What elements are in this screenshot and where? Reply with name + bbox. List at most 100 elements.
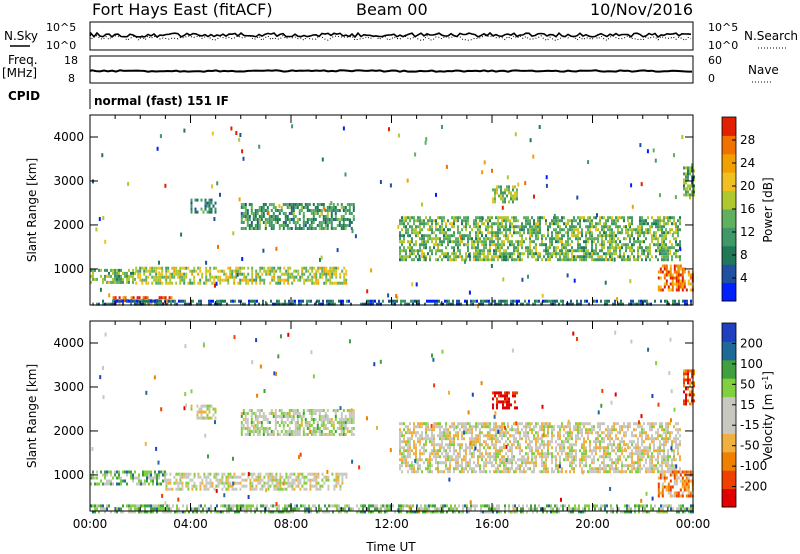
- echo-cell: [244, 418, 247, 421]
- echo-cell: [235, 272, 238, 276]
- echo-cell: [158, 504, 160, 508]
- echo-cell: [304, 206, 307, 209]
- echo-cell: [258, 421, 261, 424]
- echo-cell: [288, 206, 291, 209]
- echo-cell: [316, 206, 319, 209]
- echo-cell: [256, 218, 259, 221]
- echo-cell: [489, 246, 491, 250]
- echo-cell: [254, 412, 257, 415]
- echo-scatter-point: [323, 207, 326, 212]
- echo-cell: [406, 302, 408, 306]
- echo-cell: [527, 216, 529, 220]
- echo-cell: [423, 446, 425, 450]
- echo-cell: [437, 452, 439, 456]
- echo-cell: [205, 281, 208, 285]
- echo-cell: [511, 434, 513, 438]
- echo-cell: [258, 224, 261, 227]
- echo-cell: [456, 302, 458, 306]
- echo-cell: [496, 510, 498, 514]
- echo-cell: [318, 418, 321, 421]
- echo-cell: [472, 299, 474, 303]
- echo-cell: [403, 449, 405, 453]
- echo-cell: [522, 504, 524, 508]
- echo-cell: [336, 218, 339, 221]
- echo-cell: [297, 472, 300, 476]
- echo-cell: [401, 458, 403, 462]
- echo-cell: [633, 243, 635, 247]
- echo-cell: [368, 299, 370, 303]
- echo-cell: [237, 475, 240, 479]
- echo-cell: [514, 191, 516, 195]
- echo-cell: [290, 421, 293, 424]
- echo-cell: [212, 413, 215, 417]
- echo-cell: [551, 222, 553, 226]
- echo-cell: [301, 275, 304, 279]
- echo-cell: [497, 219, 499, 223]
- echo-cell: [689, 184, 691, 188]
- echo-cell: [429, 219, 431, 223]
- echo-cell: [689, 196, 691, 200]
- echo-cell: [200, 198, 203, 202]
- echo-cell: [471, 437, 473, 441]
- echo-cell: [289, 481, 292, 485]
- echo-cell: [646, 302, 648, 306]
- echo-cell: [553, 246, 555, 250]
- echo-cell: [482, 510, 484, 514]
- echo-cell: [252, 299, 254, 303]
- echo-cell: [421, 222, 423, 226]
- echo-cell: [651, 237, 653, 241]
- echo-cell: [501, 231, 503, 235]
- echo-cell: [263, 266, 266, 270]
- echo-cell: [181, 484, 184, 488]
- echo-cell: [201, 481, 204, 485]
- echo-cell: [337, 266, 340, 270]
- echo-cell: [160, 507, 162, 511]
- echo-cell: [335, 275, 338, 279]
- echo-cell: [421, 252, 423, 256]
- echo-cell: [509, 434, 511, 438]
- echo-cell: [314, 412, 317, 415]
- echo-cell: [643, 249, 645, 253]
- echo-cell: [601, 240, 603, 244]
- echo-cell: [621, 228, 623, 232]
- echo-cell: [340, 203, 343, 206]
- echo-cell: [675, 255, 677, 259]
- echo-cell: [451, 234, 453, 238]
- echo-cell: [256, 427, 259, 430]
- echo-cell: [659, 288, 662, 292]
- echo-cell: [572, 302, 574, 306]
- echo-cell: [571, 255, 573, 259]
- echo-cell: [296, 415, 299, 418]
- echo-cell: [148, 482, 150, 486]
- echo-cell: [350, 430, 353, 433]
- echo-cell: [262, 209, 265, 212]
- echo-cell: [671, 222, 673, 226]
- echo-cell: [451, 458, 453, 462]
- echo-cell: [689, 282, 692, 286]
- echo-cell: [491, 440, 493, 444]
- echo-cell: [239, 281, 242, 285]
- echo-cell: [453, 452, 455, 456]
- echo-cell: [278, 504, 280, 508]
- echo-scatter-point: [587, 160, 590, 165]
- echo-cell: [266, 421, 269, 424]
- echo-cell: [449, 455, 451, 459]
- echo-cell: [483, 222, 485, 226]
- echo-cell: [547, 252, 549, 256]
- echo-cell: [409, 252, 411, 256]
- echo-cell: [439, 443, 441, 447]
- echo-cell: [599, 231, 601, 235]
- echo-cell: [667, 219, 669, 223]
- echo-cell: [679, 243, 681, 247]
- echo-cell: [266, 218, 269, 221]
- echo-cell: [473, 243, 475, 247]
- echo-cell: [493, 240, 495, 244]
- echo-cell: [268, 221, 271, 224]
- echo-cell: [514, 299, 516, 303]
- echo-cell: [330, 221, 333, 224]
- echo-cell: [407, 222, 409, 226]
- echo-cell: [647, 231, 649, 235]
- echo-cell: [661, 243, 663, 247]
- echo-scatter-point: [319, 257, 321, 262]
- echo-cell: [402, 299, 404, 303]
